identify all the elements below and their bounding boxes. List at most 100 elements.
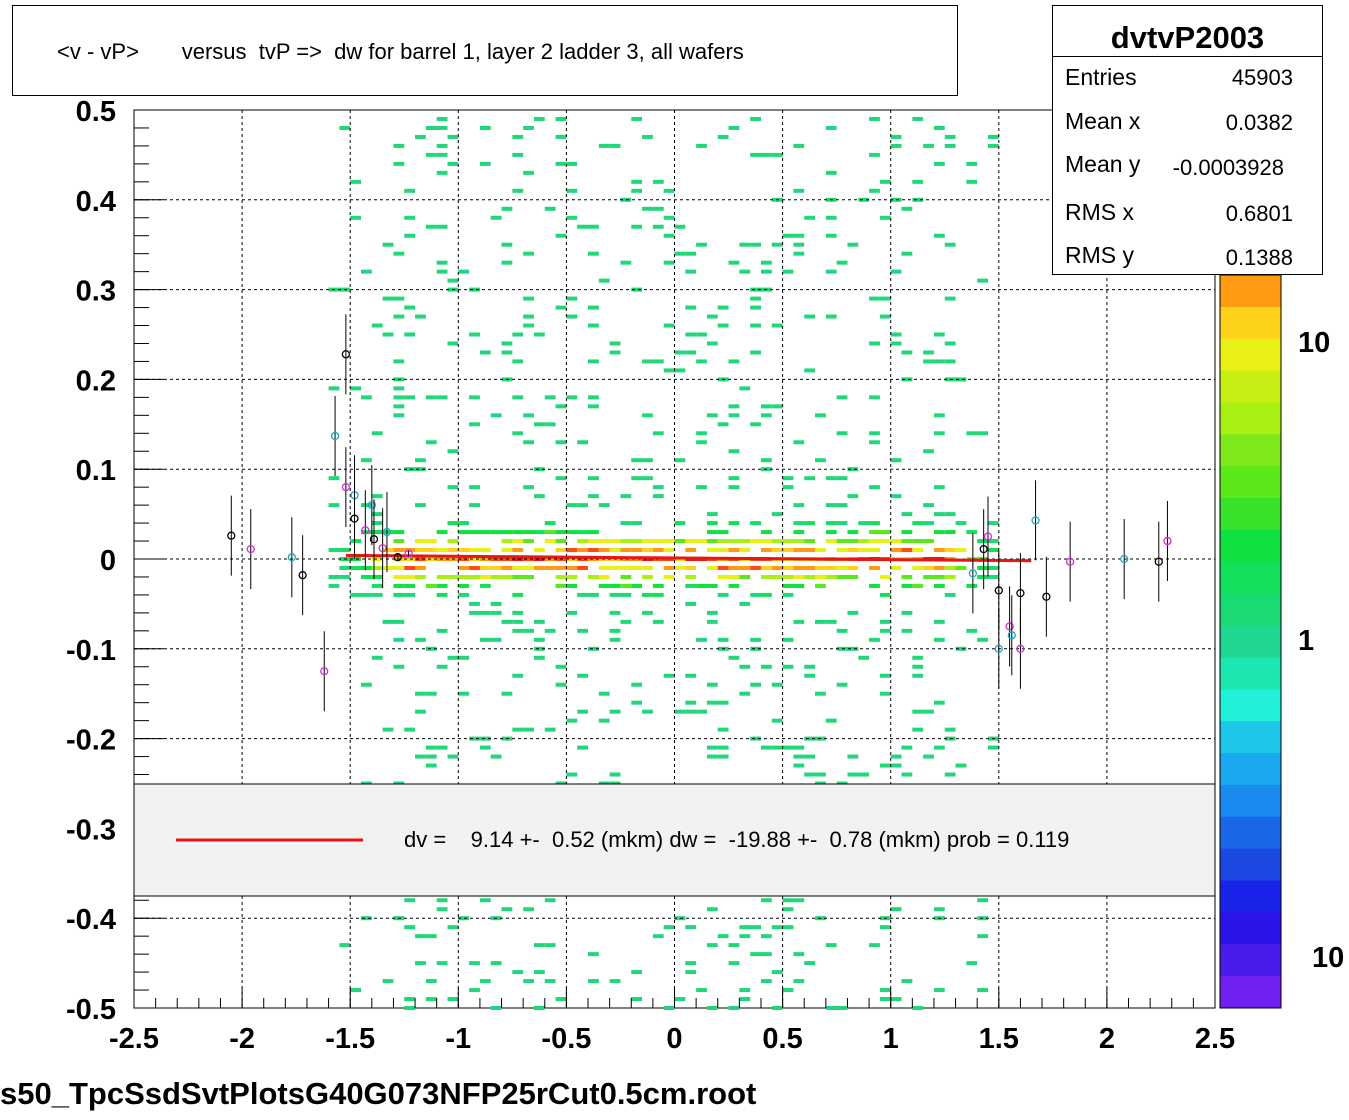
heatmap-cell bbox=[696, 332, 707, 337]
heatmap-cell bbox=[588, 404, 599, 409]
heatmap-cell bbox=[404, 583, 416, 588]
heatmap-cell bbox=[977, 278, 988, 283]
heatmap-cell bbox=[923, 143, 934, 148]
heatmap-cell bbox=[782, 476, 794, 481]
heatmap-cell bbox=[490, 754, 502, 759]
heatmap-cell bbox=[415, 314, 426, 319]
heatmap-cell bbox=[782, 583, 794, 588]
heatmap-cell bbox=[728, 413, 740, 418]
heatmap-cell bbox=[966, 161, 978, 166]
heatmap-cell bbox=[750, 350, 761, 355]
heatmap-cell bbox=[890, 565, 902, 570]
heatmap-cell bbox=[987, 134, 999, 139]
heatmap-cell bbox=[642, 476, 653, 481]
heatmap-cell bbox=[706, 512, 718, 517]
heatmap-cell bbox=[825, 215, 837, 220]
heatmap-cell bbox=[609, 637, 621, 642]
heatmap-cell bbox=[555, 305, 567, 310]
heatmap-cell bbox=[760, 745, 772, 750]
heatmap-cell bbox=[469, 557, 480, 561]
heatmap-cell bbox=[804, 476, 816, 481]
heatmap-cell bbox=[631, 224, 643, 229]
heatmap-cell bbox=[425, 763, 437, 768]
heatmap-cell bbox=[436, 224, 448, 229]
heatmap-cell bbox=[501, 341, 513, 346]
heatmap-cell bbox=[836, 476, 848, 481]
heatmap-cell bbox=[804, 565, 816, 570]
heatmap-cell bbox=[793, 952, 805, 957]
heatmap-cell bbox=[652, 206, 664, 211]
heatmap-cell bbox=[371, 494, 383, 499]
heatmap-cell bbox=[847, 467, 859, 472]
heatmap-cell bbox=[793, 565, 805, 570]
heatmap-cell bbox=[912, 521, 924, 526]
heatmap-cell bbox=[706, 314, 718, 319]
color-scale-band bbox=[1220, 275, 1281, 308]
heatmap-cell bbox=[739, 548, 751, 553]
heatmap-cell bbox=[447, 539, 459, 544]
heatmap-cell bbox=[663, 565, 675, 570]
heatmap-cell bbox=[501, 691, 513, 696]
heatmap-cell bbox=[490, 565, 502, 570]
heatmap-cell bbox=[782, 548, 794, 553]
heatmap-cell bbox=[739, 601, 751, 606]
heatmap-cell bbox=[577, 628, 589, 633]
heatmap-cell bbox=[739, 934, 751, 939]
heatmap-cell bbox=[793, 521, 805, 526]
heatmap-cell bbox=[350, 215, 362, 220]
heatmap-cell bbox=[436, 125, 448, 130]
heatmap-cell bbox=[458, 557, 470, 561]
heatmap-cell bbox=[987, 565, 999, 570]
y-tick-label: -0.4 bbox=[66, 904, 116, 936]
heatmap-cell bbox=[652, 548, 664, 553]
heatmap-cell bbox=[415, 709, 426, 714]
heatmap-cell bbox=[869, 116, 880, 121]
heatmap-cell bbox=[371, 512, 383, 517]
heatmap-cell bbox=[501, 574, 513, 579]
heatmap-cell bbox=[825, 1006, 837, 1010]
x-tick-label: 1 bbox=[883, 1023, 899, 1055]
x-tick-label: 0 bbox=[666, 1023, 682, 1055]
heatmap-cell bbox=[728, 655, 740, 660]
heatmap-cell bbox=[566, 583, 578, 588]
heatmap-cell bbox=[966, 431, 978, 436]
heatmap-cell bbox=[469, 422, 480, 427]
heatmap-cell bbox=[869, 565, 880, 570]
heatmap-cell bbox=[847, 754, 859, 759]
heatmap-cell bbox=[393, 574, 405, 579]
heatmap-cell bbox=[458, 530, 470, 535]
heatmap-cell bbox=[847, 610, 859, 615]
heatmap-cell bbox=[977, 539, 988, 544]
heatmap-cell bbox=[825, 269, 837, 274]
heatmap-cell bbox=[836, 395, 848, 400]
heatmap-cell bbox=[890, 754, 902, 759]
heatmap-cell bbox=[361, 458, 372, 463]
color-scale-band bbox=[1220, 370, 1281, 403]
heatmap-cell bbox=[717, 574, 729, 579]
heatmap-cell bbox=[858, 772, 870, 777]
profile-point bbox=[227, 531, 236, 540]
heatmap-cell bbox=[544, 539, 556, 544]
color-scale-band bbox=[1220, 912, 1281, 945]
heatmap-cell bbox=[717, 754, 729, 759]
heatmap-cell bbox=[490, 601, 502, 606]
heatmap-cell bbox=[728, 565, 740, 570]
heatmap-cell bbox=[858, 521, 870, 526]
heatmap-cell bbox=[869, 341, 880, 346]
heatmap-cell bbox=[793, 530, 805, 535]
heatmap-cell bbox=[858, 655, 870, 660]
axes: -2.5 -2 -1.5 -1 -0.5 0 0.5 1 1.5 2 2.5 0.5 0.4 0.3 0.2… bbox=[66, 96, 1235, 1055]
heatmap-cell bbox=[523, 907, 534, 912]
heatmap-cell bbox=[933, 619, 945, 624]
heatmap-cell bbox=[750, 565, 761, 570]
heatmap-cell bbox=[620, 539, 632, 544]
heatmap-cell bbox=[588, 476, 599, 481]
heatmap-cell bbox=[944, 530, 956, 535]
heatmap-cell bbox=[782, 269, 794, 274]
heatmap-cell bbox=[782, 925, 794, 930]
heatmap-cell bbox=[652, 179, 664, 184]
heatmap-cell bbox=[804, 961, 816, 966]
heatmap-cell bbox=[685, 565, 697, 570]
heatmap-cell bbox=[469, 332, 480, 337]
heatmap-cell bbox=[436, 548, 448, 553]
